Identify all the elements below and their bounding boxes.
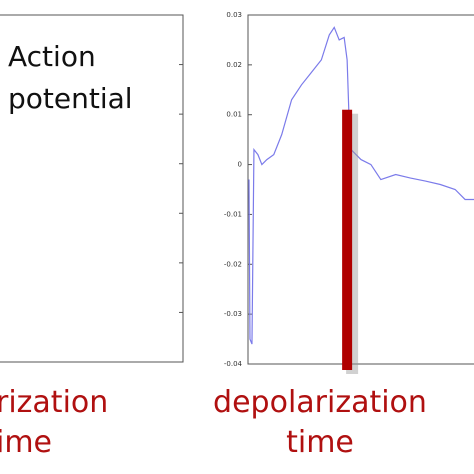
y-tick-label: 0.03 — [226, 11, 242, 19]
left-frame — [0, 14, 184, 363]
caption: ime — [0, 425, 52, 460]
annotation: potential — [8, 82, 133, 115]
annotation: Action — [8, 40, 96, 73]
y-tick-label: -0.02 — [224, 260, 242, 268]
depolarization-marker — [342, 109, 353, 370]
y-tick-label: -0.01 — [224, 210, 242, 218]
y-tick-label: 0.02 — [226, 61, 242, 69]
caption: time — [286, 425, 354, 460]
y-tick-label: -0.03 — [224, 310, 242, 318]
data-line — [248, 26, 474, 345]
y-tick-label: -0.04 — [224, 360, 243, 368]
plot-frame — [247, 14, 474, 365]
y-tick-label: 0 — [238, 161, 242, 169]
y-tick-label: 0.01 — [226, 111, 242, 119]
caption: rization — [0, 385, 108, 420]
caption: depolarization — [213, 385, 427, 420]
